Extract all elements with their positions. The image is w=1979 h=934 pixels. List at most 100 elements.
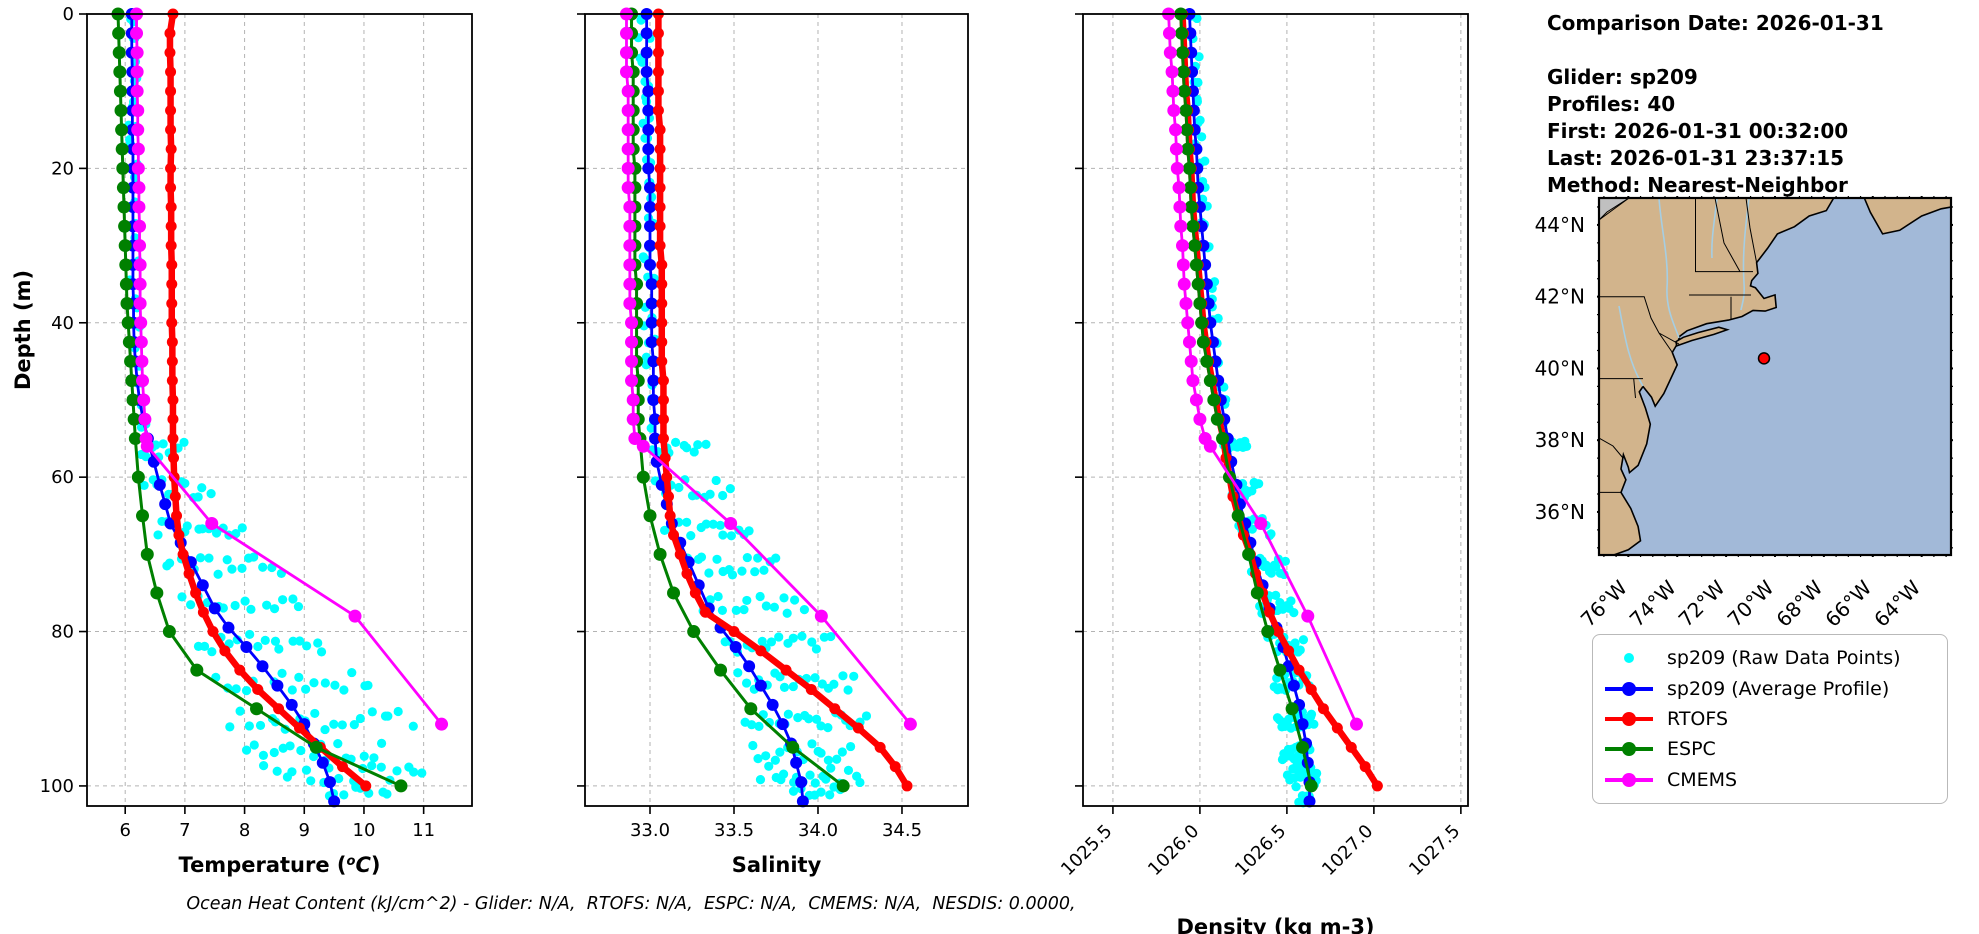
- raw-point: [1298, 635, 1309, 645]
- rtofs-marker: [1283, 645, 1295, 657]
- rtofs-marker: [164, 47, 176, 59]
- profile-rtofs: [164, 8, 372, 792]
- rtofs-marker: [207, 626, 219, 638]
- raw-point: [686, 531, 696, 541]
- raw-point: [206, 489, 216, 499]
- axes-frame: [1082, 13, 1469, 807]
- raw-point: [693, 440, 703, 450]
- legend-label: sp209 (Raw Data Points): [1667, 647, 1901, 670]
- raw-point: [213, 569, 223, 579]
- avg-marker: [647, 374, 660, 387]
- raw-point: [255, 720, 266, 731]
- temperature-panel: 6 7 8 9 10 11 0 20 40 60 80 100 Temperature (oC): [40, 4, 473, 877]
- cmems-marker: [625, 374, 639, 388]
- raw-point: [712, 554, 722, 564]
- raw-point: [748, 740, 758, 751]
- espc-marker: [125, 374, 139, 388]
- rtofs-marker: [652, 27, 664, 39]
- raw-point: [1312, 768, 1322, 778]
- raw-point: [309, 678, 319, 688]
- legend-marker-line: [1605, 711, 1653, 726]
- cmems-marker: [1167, 103, 1181, 117]
- rtofs-marker: [165, 104, 177, 116]
- cmems-marker: [133, 239, 147, 253]
- density-panel: 1025.5 1026.0 1026.5 1027.0 1027.5 Density (k…: [1057, 7, 1469, 934]
- raw-point: [227, 564, 237, 574]
- avg-marker: [164, 517, 177, 530]
- rtofs-marker: [166, 336, 178, 348]
- espc-marker: [1176, 65, 1190, 79]
- espc-marker: [1207, 393, 1221, 407]
- espc-marker: [653, 547, 667, 561]
- raw-point: [753, 754, 763, 764]
- cmems-marker: [1166, 84, 1180, 98]
- temperature-axis-label: Temperature (oC): [179, 853, 381, 877]
- map-lon-label: 70°W: [1723, 575, 1779, 631]
- cmems-marker: [131, 103, 145, 117]
- rtofs-marker: [165, 240, 177, 252]
- rtofs-marker: [168, 452, 180, 464]
- metadata-block: Comparison Date: 2026-01-31 Glider: sp20…: [1547, 10, 1884, 199]
- avg-marker: [642, 123, 655, 136]
- rtofs-marker: [657, 394, 669, 406]
- avg-marker: [642, 104, 655, 117]
- raw-point: [855, 777, 865, 788]
- avg-marker: [642, 143, 655, 156]
- raw-point: [139, 480, 149, 491]
- rtofs-marker: [829, 703, 841, 715]
- raw-point: [260, 635, 270, 645]
- raw-point: [718, 530, 728, 540]
- raw-point: [382, 789, 392, 799]
- cmems-marker: [1182, 335, 1196, 349]
- x-tick-label: 33.0: [630, 820, 670, 841]
- avg-marker: [642, 85, 655, 98]
- rtofs-marker: [652, 85, 664, 97]
- raw-point: [359, 751, 369, 761]
- cmems-marker: [140, 439, 154, 453]
- rtofs-marker: [165, 85, 177, 97]
- raw-point: [349, 720, 359, 730]
- cmems-marker: [130, 84, 144, 98]
- espc-marker: [112, 26, 126, 40]
- cmems-marker: [1184, 354, 1198, 368]
- cmems-marker: [628, 432, 642, 446]
- metadata-line: Glider: sp209: [1547, 65, 1698, 89]
- raw-point: [1254, 479, 1264, 489]
- avg-marker: [271, 679, 284, 692]
- x-tick-label: 9: [299, 820, 310, 841]
- avg-marker: [645, 278, 658, 291]
- raw-point: [731, 605, 741, 615]
- map-lon-label: 72°W: [1674, 575, 1730, 631]
- espc-marker: [116, 161, 130, 175]
- raw-point: [204, 553, 214, 563]
- raw-point: [838, 671, 848, 681]
- rtofs-marker: [654, 240, 666, 252]
- cmems-marker: [1349, 717, 1363, 731]
- raw-point: [180, 478, 190, 489]
- cmems-marker: [1181, 316, 1195, 330]
- raw-point: [339, 790, 349, 800]
- espc-marker: [1296, 740, 1310, 754]
- avg-marker: [645, 316, 658, 329]
- raw-point: [766, 637, 777, 647]
- espc-marker: [1250, 586, 1264, 600]
- legend-item: ESPC: [1603, 734, 1937, 764]
- metadata-line: Method: Nearest-Neighbor: [1547, 173, 1848, 197]
- espc-marker: [113, 84, 127, 98]
- raw-point: [294, 672, 304, 682]
- raw-point: [788, 681, 798, 692]
- espc-marker: [1188, 239, 1202, 253]
- rtofs-marker: [661, 471, 673, 483]
- rtofs-marker: [656, 336, 668, 348]
- cmems-marker: [133, 219, 147, 233]
- espc-marker: [1304, 779, 1318, 793]
- cmems-marker: [133, 277, 147, 291]
- raw-point: [301, 765, 312, 775]
- rtofs-marker: [654, 182, 666, 194]
- rtofs-marker: [662, 490, 674, 502]
- cmems-marker: [1176, 239, 1190, 253]
- cmems-marker: [1186, 374, 1200, 388]
- raw-point: [826, 631, 836, 642]
- avg-marker: [647, 355, 660, 368]
